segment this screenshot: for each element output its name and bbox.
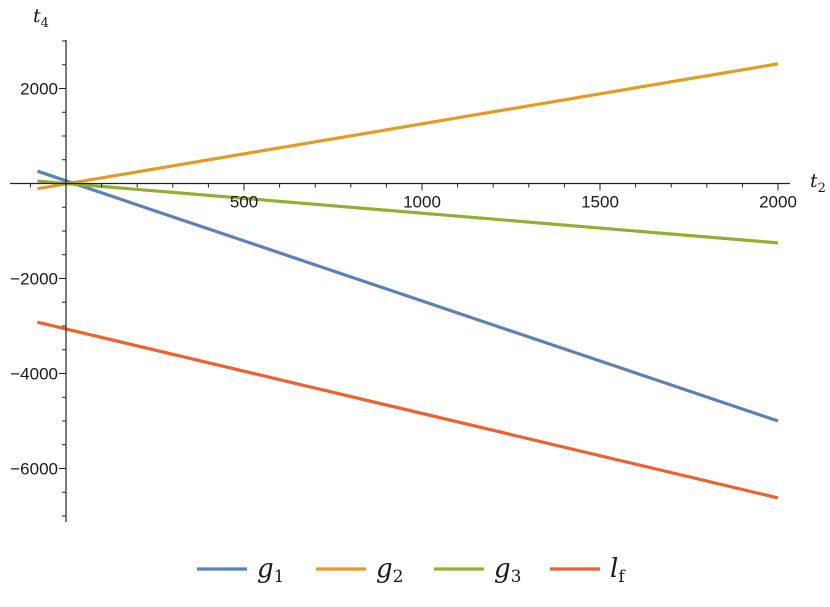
y-tick-labels: 2000 −2000 −4000 −6000 <box>10 80 58 479</box>
series-line-g3 <box>37 179 779 245</box>
legend-item-g3: g3 <box>434 554 521 587</box>
x-axis-label: t2 <box>810 170 826 196</box>
legend-label: g1 <box>257 554 284 587</box>
x-tick-label: 2000 <box>759 193 797 212</box>
x-tick-label: 500 <box>230 193 258 212</box>
legend-item-g2: g2 <box>316 554 403 587</box>
axes: 500 1000 1500 2000 2000 −2000 −4000 −6000 <box>10 40 797 522</box>
y-tick-label: 2000 <box>20 80 58 99</box>
legend-item-g1: g1 <box>197 554 284 587</box>
x-tick-label: 1500 <box>581 193 619 212</box>
y-axis-label: t4 <box>33 5 49 31</box>
x-ticks <box>29 183 779 191</box>
legend-label: g3 <box>494 554 521 587</box>
legend-label: g2 <box>376 554 403 587</box>
y-tick-label: −2000 <box>10 270 58 289</box>
series-line-g2 <box>37 62 779 191</box>
legend-item-lf: lf <box>550 554 626 587</box>
x-tick-labels: 500 1000 1500 2000 <box>230 193 797 212</box>
y-tick-label: −4000 <box>10 365 58 384</box>
y-tick-label: −6000 <box>10 460 58 479</box>
x-tick-label: 1000 <box>403 193 441 212</box>
legend-label: lf <box>610 554 626 587</box>
plot-lines <box>36 62 779 500</box>
series-line-g1 <box>36 169 779 423</box>
series-line-lf <box>37 320 779 500</box>
legend: g1 g2 g3 lf <box>197 554 626 587</box>
y-ticks <box>59 40 66 517</box>
